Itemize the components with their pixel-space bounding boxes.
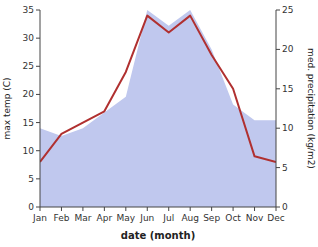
y-tick <box>36 66 40 67</box>
y-tick <box>36 94 40 95</box>
y-tick <box>36 122 40 123</box>
x-tick <box>61 207 62 211</box>
line <box>40 16 276 162</box>
y2-tick <box>276 128 280 129</box>
x-tick-label: Oct <box>225 213 241 223</box>
y2-tick-label: 20 <box>282 44 294 54</box>
y-tick <box>36 10 40 11</box>
x-tick <box>254 207 255 211</box>
chart: JanFebMarAprMayJunJulAugSepOctNovDec0510… <box>0 0 318 247</box>
x-tick <box>233 207 234 211</box>
area <box>40 10 276 207</box>
x-tick <box>168 207 169 211</box>
y2-tick <box>276 207 280 208</box>
y2-tick <box>276 88 280 89</box>
y2-tick-label: 25 <box>282 5 293 15</box>
y-tick <box>36 150 40 151</box>
y-tick-label: 0 <box>28 202 34 212</box>
x-tick <box>276 207 277 211</box>
x-tick <box>190 207 191 211</box>
y-tick-label: 25 <box>23 61 34 71</box>
x-tick-label: Feb <box>53 213 69 223</box>
x-tick-label: Jul <box>162 213 174 223</box>
plot-area <box>40 10 276 207</box>
x-tick-label: Jan <box>32 213 47 223</box>
y2-tick <box>276 167 280 168</box>
y2-tick-label: 0 <box>282 202 288 212</box>
y-tick-label: 20 <box>23 89 35 99</box>
y-tick-label: 30 <box>23 33 35 43</box>
x-tick <box>40 207 41 211</box>
y-tick-label: 5 <box>28 174 34 184</box>
x-tick-label: Apr <box>97 213 113 223</box>
y2-tick <box>276 49 280 50</box>
x-tick <box>125 207 126 211</box>
x-tick-label: Aug <box>181 213 199 223</box>
x-tick-label: Sep <box>203 213 220 223</box>
y2-axis-line <box>276 10 277 207</box>
x-axis-label: date (month) <box>121 230 195 241</box>
x-tick <box>211 207 212 211</box>
y-axis-label: max temp (C) <box>2 77 12 139</box>
x-tick-label: Mar <box>74 213 91 223</box>
x-tick-label: Jun <box>139 213 154 223</box>
y2-tick-label: 10 <box>282 123 294 133</box>
y-tick-label: 10 <box>23 146 35 156</box>
x-tick-label: May <box>117 213 136 223</box>
y-axis-line <box>40 10 41 207</box>
y-tick-label: 35 <box>23 5 34 15</box>
y2-tick-label: 5 <box>282 163 288 173</box>
x-axis-line <box>40 207 276 208</box>
chart-container: JanFebMarAprMayJunJulAugSepOctNovDec0510… <box>0 0 318 247</box>
x-tick <box>147 207 148 211</box>
y2-tick <box>276 10 280 11</box>
x-tick <box>104 207 105 211</box>
y-tick-label: 15 <box>23 118 34 128</box>
y-tick <box>36 207 40 208</box>
x-tick-label: Dec <box>267 213 284 223</box>
y-tick <box>36 178 40 179</box>
y-tick <box>36 38 40 39</box>
x-tick-label: Nov <box>246 213 264 223</box>
y2-tick-label: 15 <box>282 84 293 94</box>
y2-axis-label: med. precipitation (kg/m2) <box>306 48 316 169</box>
x-tick <box>82 207 83 211</box>
